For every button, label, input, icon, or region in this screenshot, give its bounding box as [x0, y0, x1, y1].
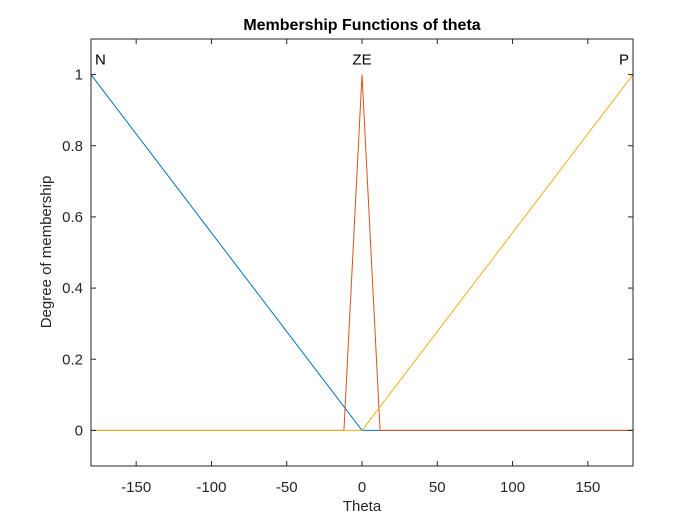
mf-label-ze: ZE — [352, 52, 371, 69]
y-tick-label: 0 — [75, 422, 83, 439]
x-tick-label: 0 — [358, 479, 366, 496]
x-tick-label: 50 — [429, 479, 446, 496]
x-tick-label: 100 — [500, 479, 525, 496]
mf-label-p: P — [619, 52, 629, 69]
x-axis-label: Theta — [343, 498, 382, 515]
x-tick-label: -100 — [196, 479, 226, 496]
plot-area — [91, 39, 633, 466]
mf-label-n: N — [95, 52, 106, 69]
y-tick-label: 0.4 — [62, 280, 83, 297]
y-tick-label: 0.2 — [62, 351, 83, 368]
series-layer — [90, 74, 634, 431]
y-tick-label: 1 — [75, 67, 83, 84]
y-tick-label: 0.6 — [62, 209, 83, 226]
series-p-line — [91, 74, 634, 431]
ticks-layer: -150 -100 -50 0 50 100 150 0 0.2 0.4 0.6 0.8 1 — [62, 39, 633, 496]
x-tick-label: 150 — [575, 479, 600, 496]
x-tick-label: -150 — [121, 479, 151, 496]
mf-labels: N ZE P — [95, 52, 629, 69]
x-tick-label: -50 — [276, 479, 298, 496]
chart-title: Membership Functions of theta — [243, 17, 480, 34]
y-tick-label: 0.8 — [62, 138, 83, 155]
plot-box — [90, 38, 634, 467]
y-axis-label: Degree of membership — [38, 176, 55, 329]
